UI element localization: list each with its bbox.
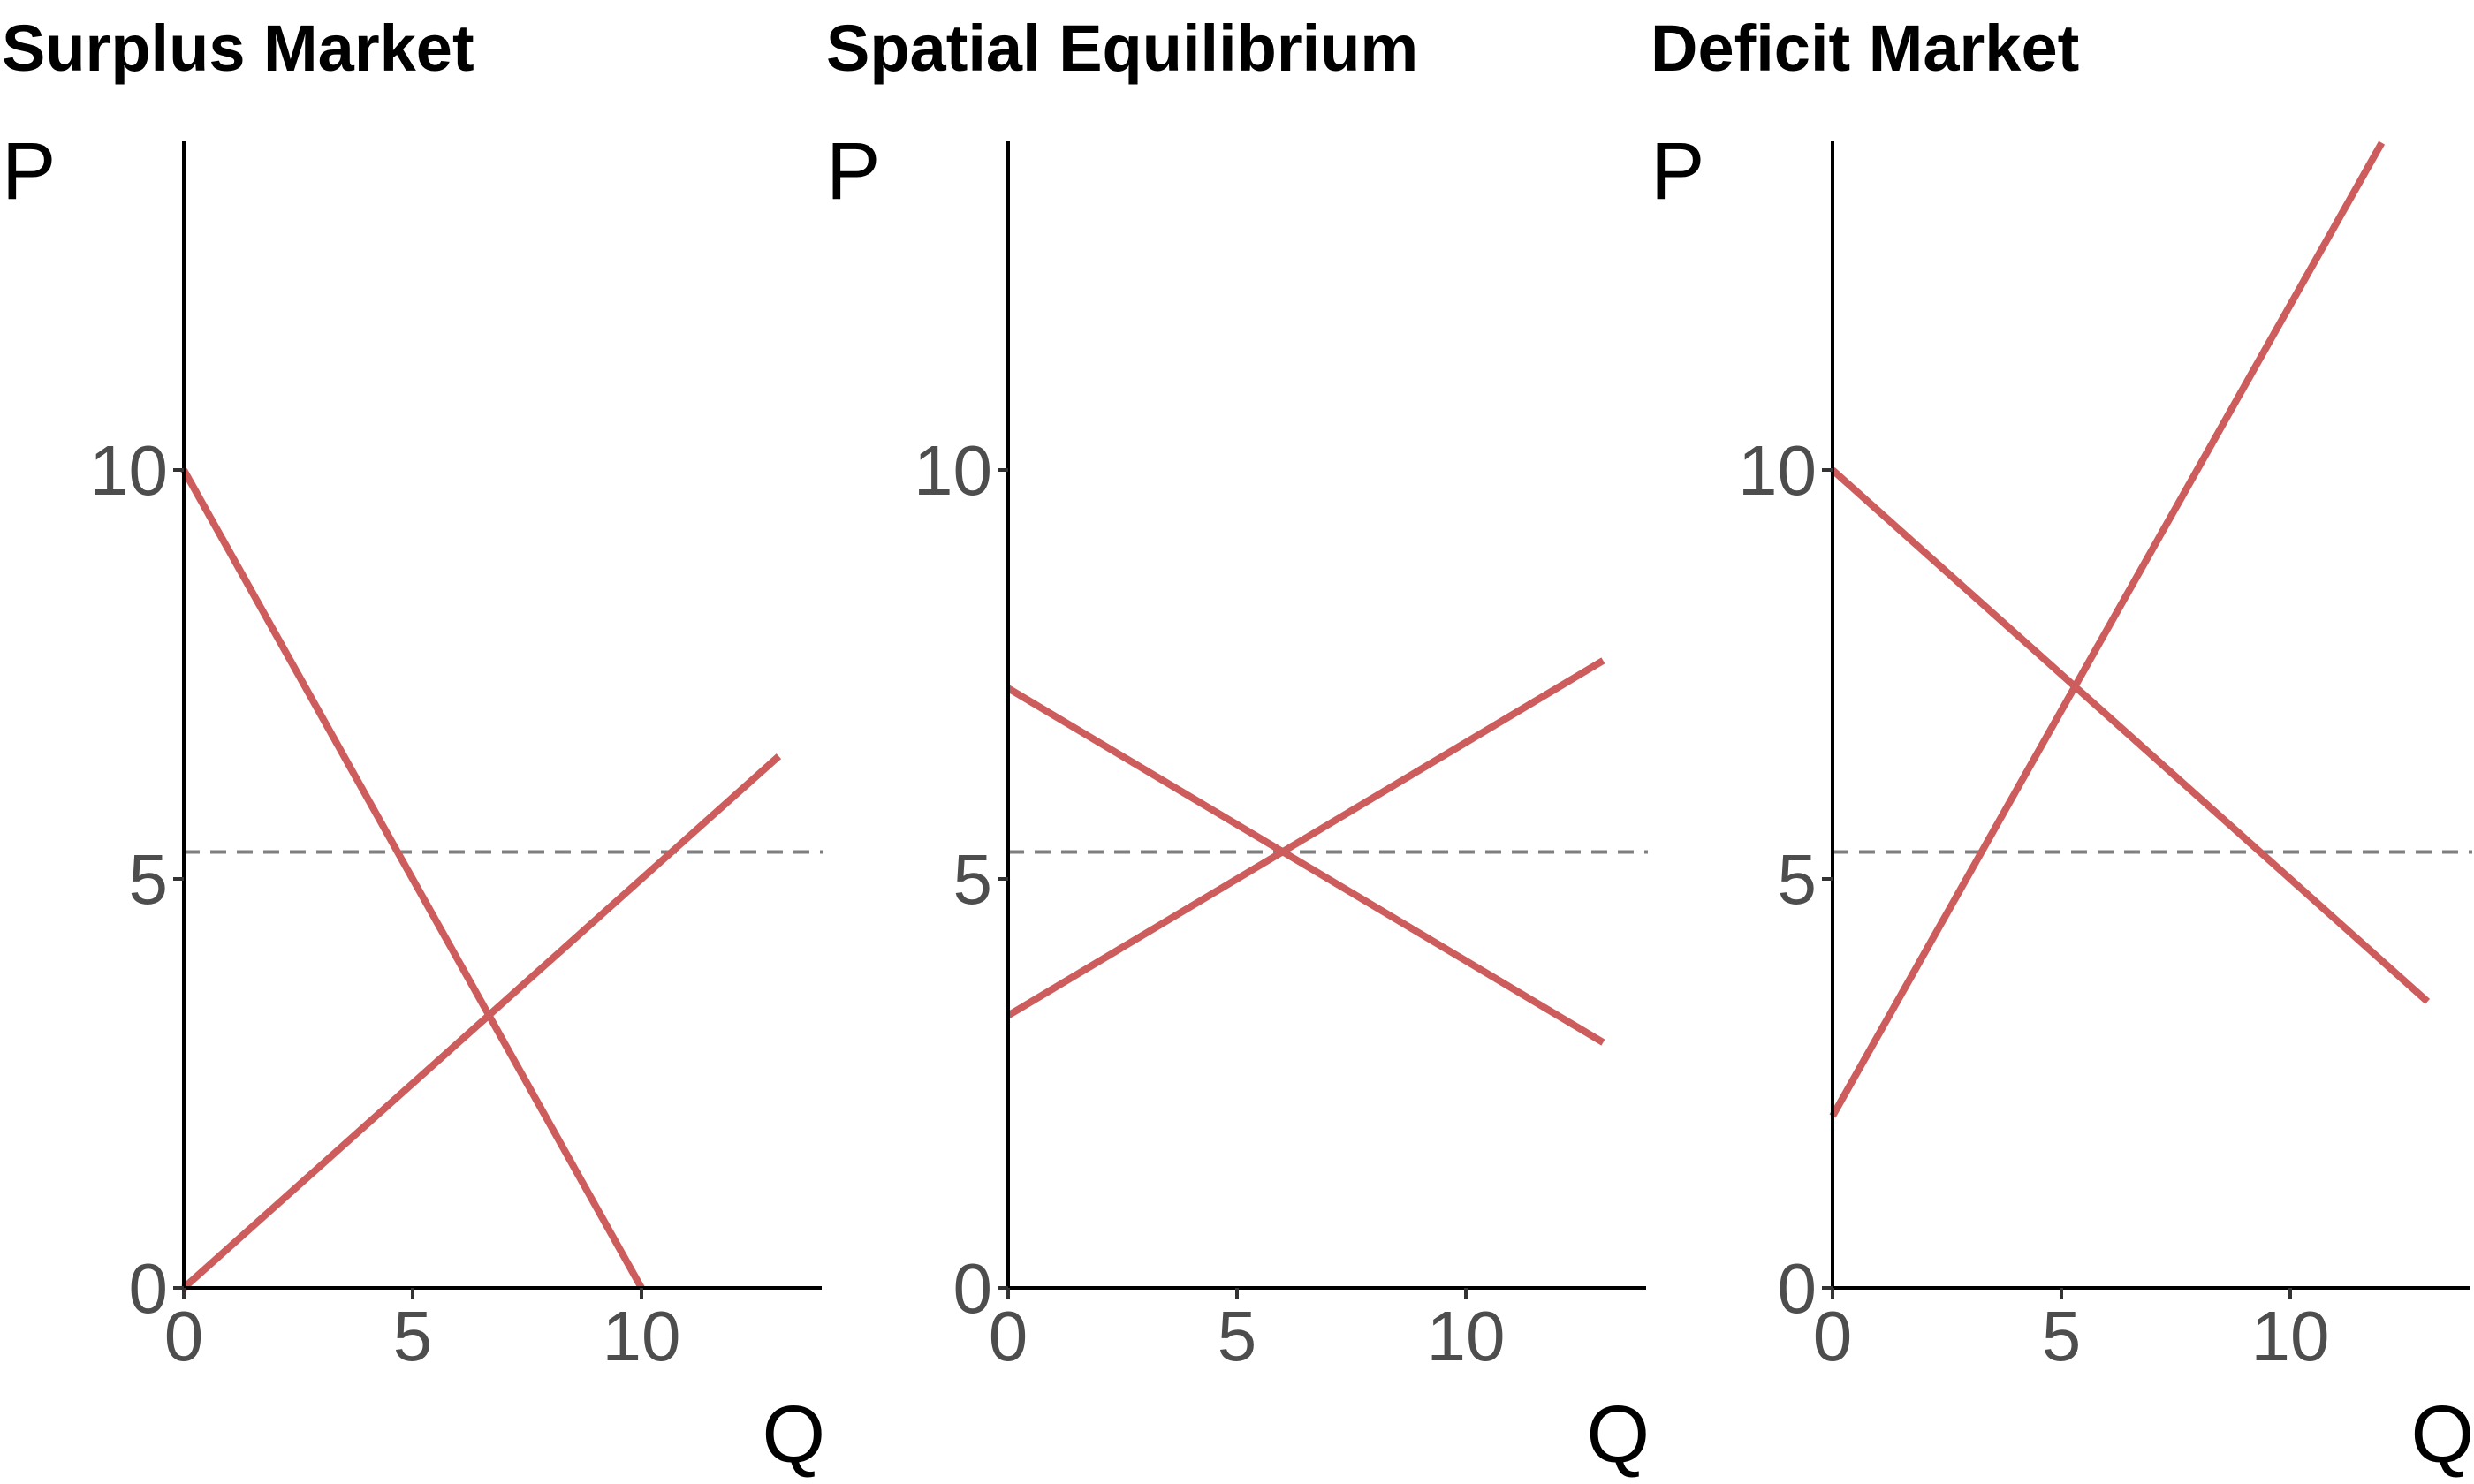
y-tick-label: 5 [129,840,169,919]
y-tick-label: 0 [953,1249,993,1328]
x-tick-label: 0 [1813,1297,1853,1375]
x-tick-label: 5 [1218,1297,1257,1375]
y-tick-label: 5 [1778,840,1818,919]
series-line [1830,467,2431,1004]
chart-panel: Surplus Market P Q 0 5 10 0 5 10 [2,11,825,1480]
y-axis-label: P [826,126,880,216]
series-line [181,753,782,1291]
x-axis-label: Q [762,1389,825,1480]
series-line [180,468,645,1290]
y-tick-label: 5 [953,840,993,919]
series-line [1006,657,1605,1019]
y-tick-label: 0 [1778,1249,1818,1328]
chart-panel: Spatial Equilibrium P Q 0 5 10 0 5 10 [826,11,1650,1480]
y-axis-label: P [1651,126,1704,216]
x-tick-label: 5 [393,1297,433,1375]
y-tick-label: 10 [914,431,992,510]
chart-panel: Deficit Market P Q 0 5 10 0 5 10 [1651,11,2474,1480]
y-tick-label: 0 [129,1249,169,1328]
series-line [1829,140,2386,1118]
x-tick-label: 0 [164,1297,204,1375]
x-tick-label: 10 [1427,1297,1506,1375]
x-axis-label: Q [1586,1389,1650,1480]
y-tick-label: 10 [89,431,168,510]
y-axis-label: P [2,126,56,216]
x-axis-label: Q [2410,1389,2474,1480]
x-tick-label: 10 [2251,1297,2330,1375]
panel-title: Surplus Market [2,11,474,85]
x-tick-label: 10 [603,1297,681,1375]
y-tick-label: 10 [1738,431,1817,510]
series-line [1006,685,1605,1046]
panel-title: Spatial Equilibrium [826,11,1418,85]
x-tick-label: 5 [2042,1297,2082,1375]
x-tick-label: 0 [989,1297,1028,1375]
panel-title: Deficit Market [1651,11,2079,85]
